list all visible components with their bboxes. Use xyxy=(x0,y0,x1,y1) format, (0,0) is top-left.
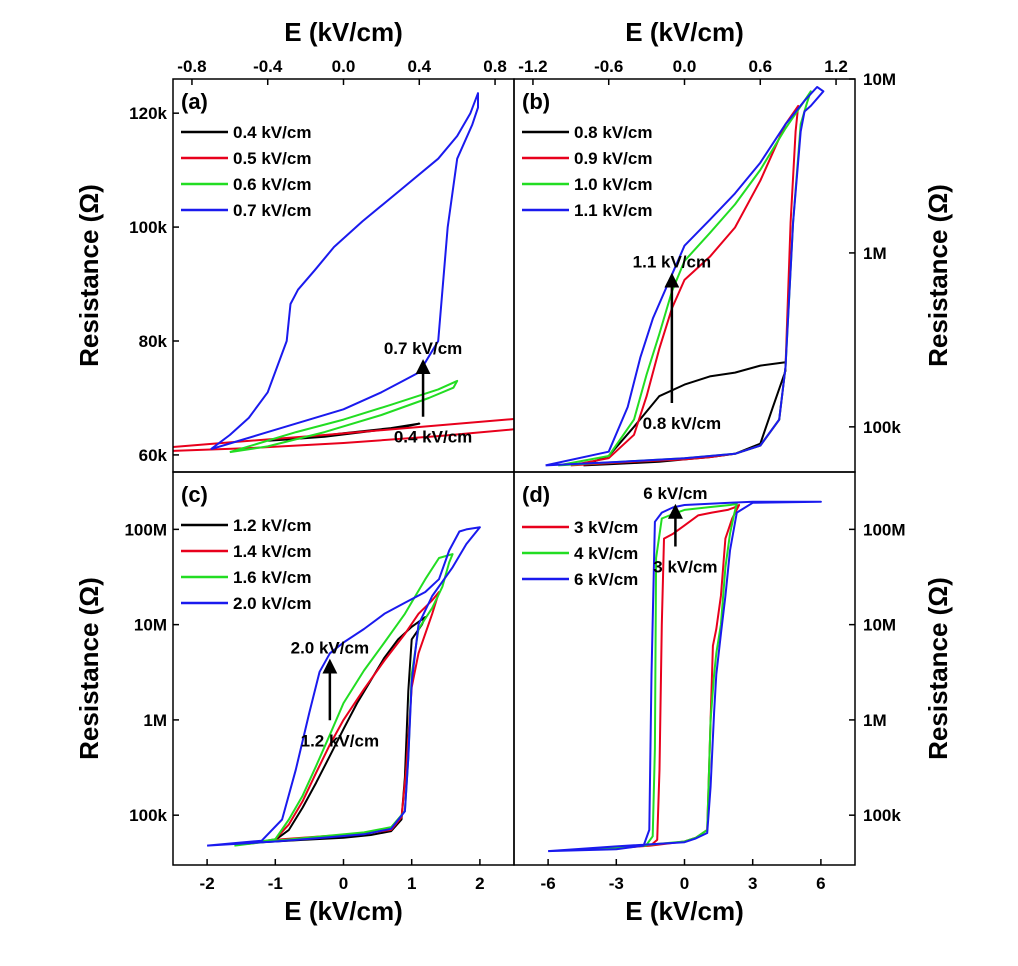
legend-label: 4 kV/cm xyxy=(574,544,638,563)
legend-label: 1.6 kV/cm xyxy=(233,568,311,587)
annotation-label: 0.7 kV/cm xyxy=(384,339,462,358)
annotation-label: 0.8 kV/cm xyxy=(643,414,721,433)
legend-label: 3 kV/cm xyxy=(574,518,638,537)
annotation-label: 1.1 kV/cm xyxy=(633,253,711,272)
y-tick-label: 100k xyxy=(863,418,901,437)
series-group xyxy=(545,86,825,467)
x-tick-label: 0 xyxy=(339,874,348,893)
legend-label: 0.8 kV/cm xyxy=(574,123,652,142)
y-tick-label: 1M xyxy=(143,711,167,730)
x-tick-label: -1.2 xyxy=(518,57,547,76)
legend-label: 1.0 kV/cm xyxy=(574,175,652,194)
x-axis-title: E (kV/cm) xyxy=(625,17,744,47)
series-line-6-kV-cm xyxy=(548,500,822,853)
series-line-0.7-kV-cm xyxy=(210,92,479,451)
y-tick-label: 10M xyxy=(134,616,167,635)
x-tick-label: 0.0 xyxy=(332,57,356,76)
y-tick-label: 100k xyxy=(129,806,167,825)
x-axis-title: E (kV/cm) xyxy=(625,896,744,926)
y-tick-label: 120k xyxy=(129,104,167,123)
y-tick-label: 1M xyxy=(863,244,887,263)
series-line-1.2-kV-cm xyxy=(261,616,427,844)
x-tick-label: 2 xyxy=(475,874,484,893)
annotation-label: 2.0 kV/cm xyxy=(291,639,369,658)
x-tick-label: -0.8 xyxy=(177,57,206,76)
series-line-1.1-kV-cm xyxy=(545,86,825,467)
y-tick-label: 100k xyxy=(129,218,167,237)
panel-label: (d) xyxy=(522,482,550,507)
legend-label: 0.9 kV/cm xyxy=(574,149,652,168)
x-tick-label: -6 xyxy=(541,874,556,893)
panel-a: -0.8 -0.4 0.0 0.4 0.8 E (kV/cm) 60k 80k 100k 120k… xyxy=(74,17,515,473)
x-tick-label: 0.6 xyxy=(748,57,772,76)
x-tick-label: 0 xyxy=(680,874,689,893)
panel-label: (b) xyxy=(522,89,550,114)
panel-frame xyxy=(172,78,515,473)
series-line-0.6-kV-cm xyxy=(229,379,459,454)
y-axis-title: Resistance (Ω) xyxy=(74,577,104,760)
y-axis-title: Resistance (Ω) xyxy=(923,577,953,760)
series-line-4-kV-cm xyxy=(593,502,738,851)
y-tick-label: 60k xyxy=(139,446,168,465)
x-tick-label: 1 xyxy=(407,874,416,893)
y-tick-label: 10M xyxy=(863,616,896,635)
panel-label: (c) xyxy=(181,482,208,507)
x-tick-label: -0.6 xyxy=(594,57,623,76)
legend-label: 0.4 kV/cm xyxy=(233,123,311,142)
series-line-1.6-kV-cm xyxy=(234,553,454,847)
y-tick-label: 100M xyxy=(863,520,906,539)
legend-label: 0.7 kV/cm xyxy=(233,201,311,220)
y-tick-label: 80k xyxy=(139,332,168,351)
legend: 3 kV/cm 4 kV/cm 6 kV/cm xyxy=(522,518,638,589)
legend-label: 1.2 kV/cm xyxy=(233,516,311,535)
x-tick-label: -1 xyxy=(268,874,283,893)
annotation-label: 6 kV/cm xyxy=(643,484,707,503)
y-axis-title: Resistance (Ω) xyxy=(923,184,953,367)
legend: 0.4 kV/cm 0.5 kV/cm 0.6 kV/cm 0.7 kV/cm xyxy=(181,123,311,220)
x-tick-label: 6 xyxy=(816,874,825,893)
legend-label: 2.0 kV/cm xyxy=(233,594,311,613)
legend-label: 0.5 kV/cm xyxy=(233,149,311,168)
series-group xyxy=(548,500,822,853)
x-tick-label: 0.8 xyxy=(483,57,507,76)
series-line-0.5-kV-cm xyxy=(173,417,514,452)
x-tick-label: -0.4 xyxy=(253,57,283,76)
legend: 1.2 kV/cm 1.4 kV/cm 1.6 kV/cm 2.0 kV/cm xyxy=(181,516,311,613)
y-axis-title: Resistance (Ω) xyxy=(74,184,104,367)
x-tick-label: 0.0 xyxy=(673,57,697,76)
x-axis-title: E (kV/cm) xyxy=(284,896,403,926)
annotation-label: 0.4 kV/cm xyxy=(394,428,472,447)
x-tick-label: 1.2 xyxy=(824,57,848,76)
annotation-label: 1.2 kV/cm xyxy=(301,731,379,750)
y-tick-label: 100k xyxy=(863,806,901,825)
series-group xyxy=(207,526,481,847)
legend-label: 6 kV/cm xyxy=(574,570,638,589)
legend-label: 1.1 kV/cm xyxy=(574,201,652,220)
x-tick-label: -3 xyxy=(609,874,624,893)
panel-label: (a) xyxy=(181,89,208,114)
y-tick-label: 1M xyxy=(863,711,887,730)
series-line-2.0-kV-cm xyxy=(207,526,481,847)
series-group xyxy=(173,92,514,454)
panel-c: -2 -1 0 1 2 E (kV/cm) 100k 1M 10M 100M Resistance … xyxy=(74,471,515,926)
y-tick-label: 10M xyxy=(863,70,896,89)
x-tick-label: 0.4 xyxy=(407,57,431,76)
legend-label: 0.6 kV/cm xyxy=(233,175,311,194)
panel-frame xyxy=(513,471,856,866)
y-tick-label: 100M xyxy=(124,520,167,539)
panel-b: -1.2 -0.6 0.0 0.6 1.2 E (kV/cm) 100k 1M 10M Resis… xyxy=(513,17,953,473)
annotation-label: 3 kV/cm xyxy=(653,557,717,576)
legend: 0.8 kV/cm 0.9 kV/cm 1.0 kV/cm 1.1 kV/cm xyxy=(522,123,652,220)
legend-label: 1.4 kV/cm xyxy=(233,542,311,561)
x-axis-title: E (kV/cm) xyxy=(284,17,403,47)
x-tick-label: 3 xyxy=(748,874,757,893)
panel-d: -6 -3 0 3 6 E (kV/cm) 100k 1M 10M 100M Resistance … xyxy=(513,471,953,926)
x-tick-label: -2 xyxy=(200,874,215,893)
